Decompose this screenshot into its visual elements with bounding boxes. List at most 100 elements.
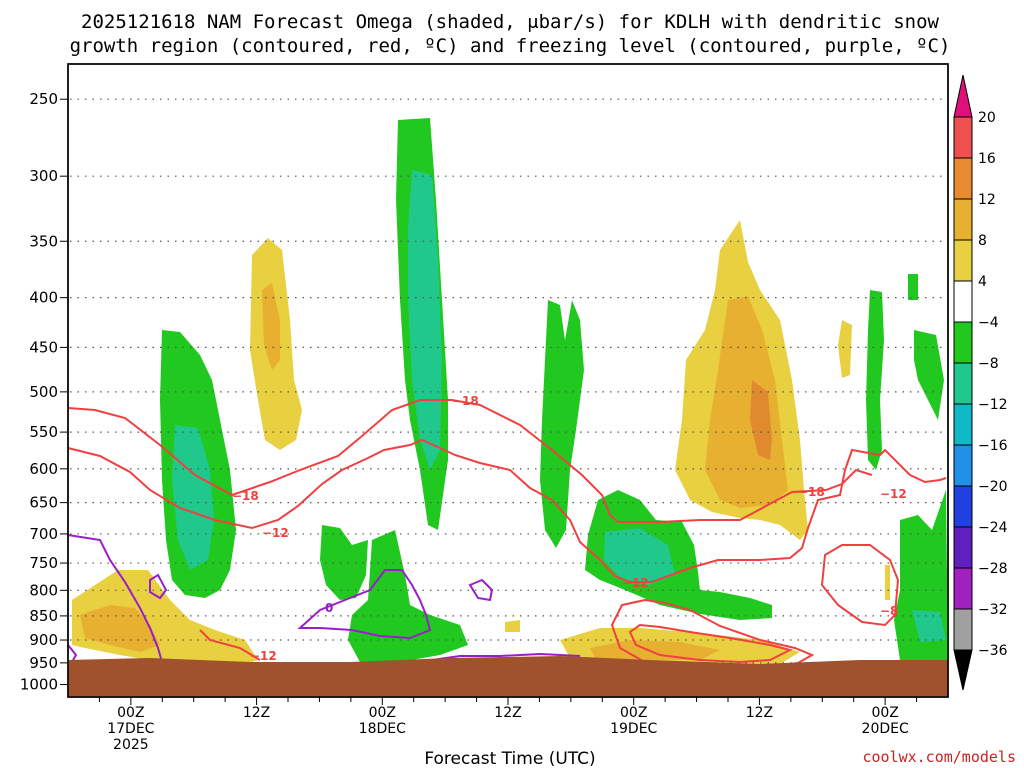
chart-title-line-2: growth region (contoured, red, ºC) and f… <box>70 35 951 57</box>
freezing-contour-label: 0 <box>325 601 333 615</box>
omega-region <box>540 300 584 548</box>
dgz-contour-line <box>67 438 760 583</box>
y-tick-label: 500 <box>29 383 58 401</box>
omega-region <box>320 525 368 600</box>
x-tick-label: 00Z <box>871 705 898 721</box>
dgz-contour-line <box>759 448 947 561</box>
y-tick-label: 900 <box>29 631 58 649</box>
colorbar-label: 20 <box>978 110 996 126</box>
x-tick-label: 00Z <box>620 705 647 721</box>
x-tick-label: 17DEC <box>107 721 154 737</box>
colorbar-label: −36 <box>978 643 1008 659</box>
freezing-contour-line <box>468 578 494 602</box>
dgz-contour-label: −12 <box>262 526 289 540</box>
y-tick-label: 850 <box>29 607 58 625</box>
colorbar-swatch <box>953 239 973 282</box>
x-tick-label: 12Z <box>746 705 773 721</box>
omega-region <box>408 170 442 470</box>
y-tick-label: 700 <box>29 525 58 543</box>
colorbar-swatch <box>953 485 973 528</box>
dgz-contour-line <box>199 629 261 661</box>
colorbar-label: −28 <box>978 561 1008 577</box>
omega-region <box>908 274 918 300</box>
omega-region <box>838 320 852 378</box>
colorbar-swatch <box>953 116 973 159</box>
freezing-contour-line <box>67 644 78 663</box>
dgz-contour-label: −18 <box>232 489 259 503</box>
x-tick-label: 12Z <box>494 705 521 721</box>
freezing-contour-line <box>67 534 163 663</box>
colorbar-label: 8 <box>978 233 987 249</box>
omega-region <box>505 620 520 632</box>
omega-region <box>914 330 944 420</box>
y-tick-label: 950 <box>29 654 58 672</box>
y-tick-label: 550 <box>29 423 58 441</box>
dgz-contour-label: −8 <box>880 604 898 618</box>
colorbar-swatch <box>953 526 973 569</box>
x-tick-label: 18DEC <box>359 721 406 737</box>
ground-terrain <box>68 656 948 697</box>
x-tick-label: 19DEC <box>610 721 657 737</box>
x-axis-label: Forecast Time (UTC) <box>424 749 595 768</box>
dgz-contour-line <box>628 623 793 664</box>
y-tick-label: 250 <box>29 90 58 108</box>
colorbar-label: −4 <box>978 315 999 331</box>
dgz-contour-label: −18 <box>452 394 479 408</box>
x-tick-label: 12Z <box>243 705 270 721</box>
colorbar-swatch <box>953 362 973 405</box>
colorbar-swatch <box>953 567 973 610</box>
x-tick-label: 2025 <box>113 737 149 753</box>
y-tick-label: 300 <box>29 167 58 185</box>
colorbar-label: −24 <box>978 520 1008 536</box>
colorbar-swatch <box>953 157 973 200</box>
x-tick-label: 20DEC <box>862 721 909 737</box>
freezing-contour-line <box>431 652 581 661</box>
omega-region <box>750 380 772 460</box>
dgz-contour-label: −12 <box>622 576 649 590</box>
chart-title-line-1: 2025121618 NAM Forecast Omega (shaded, μ… <box>81 11 939 33</box>
colorbar-swatch <box>953 608 973 651</box>
dgz-contour-label: −12 <box>250 649 277 663</box>
dgz-contour-label: −12 <box>880 487 907 501</box>
colorbar-label: 12 <box>978 192 996 208</box>
colorbar-label: −32 <box>978 602 1008 618</box>
omega-region <box>912 610 946 642</box>
freezing-level-contours <box>67 534 581 663</box>
colorbar-label: −12 <box>978 397 1008 413</box>
x-tick-label: 00Z <box>117 705 144 721</box>
contour-labels: −18 −12 −18 −12 −18 −12 −12 −8 0 <box>232 394 907 663</box>
y-tick-label: 350 <box>29 232 58 250</box>
watermark: coolwx.com/models <box>862 748 1016 766</box>
omega-region <box>885 565 890 600</box>
colorbar: 20 16 12 8 4 −4 −8 −12 −16 −20 −24 −28 −32 −36 <box>953 74 1008 691</box>
freezing-contour-line <box>297 569 432 640</box>
y-tick-label: 800 <box>29 581 58 599</box>
y-tick-label: 600 <box>29 460 58 478</box>
y-tick-label: 650 <box>29 494 58 512</box>
omega-region <box>866 290 884 470</box>
y-tick-label: 1000 <box>20 676 58 694</box>
omega-region <box>590 640 720 660</box>
dgz-contour-label: −18 <box>798 485 825 499</box>
dgz-contours <box>67 399 947 669</box>
colorbar-swatch <box>953 444 973 487</box>
dgz-contour-line <box>820 544 900 627</box>
x-tick-label: 00Z <box>369 705 396 721</box>
colorbar-label: 16 <box>978 151 996 167</box>
freezing-contour-line <box>149 573 168 600</box>
dgz-contour-line <box>67 399 873 523</box>
colorbar-label: −8 <box>978 356 999 372</box>
y-tick-label: 450 <box>29 338 58 356</box>
colorbar-min-arrow <box>953 649 973 691</box>
colorbar-swatch <box>953 280 973 323</box>
y-tick-label: 750 <box>29 554 58 572</box>
colorbar-label: 4 <box>978 274 987 290</box>
omega-region <box>262 283 280 370</box>
y-tick-label: 400 <box>29 289 58 307</box>
colorbar-label: −20 <box>978 479 1008 495</box>
colorbar-swatch <box>953 198 973 241</box>
colorbar-swatch <box>953 403 973 446</box>
pressure-axis: 250 300 350 400 450 500 550 600 650 700 750 800 850 9… <box>20 90 68 694</box>
